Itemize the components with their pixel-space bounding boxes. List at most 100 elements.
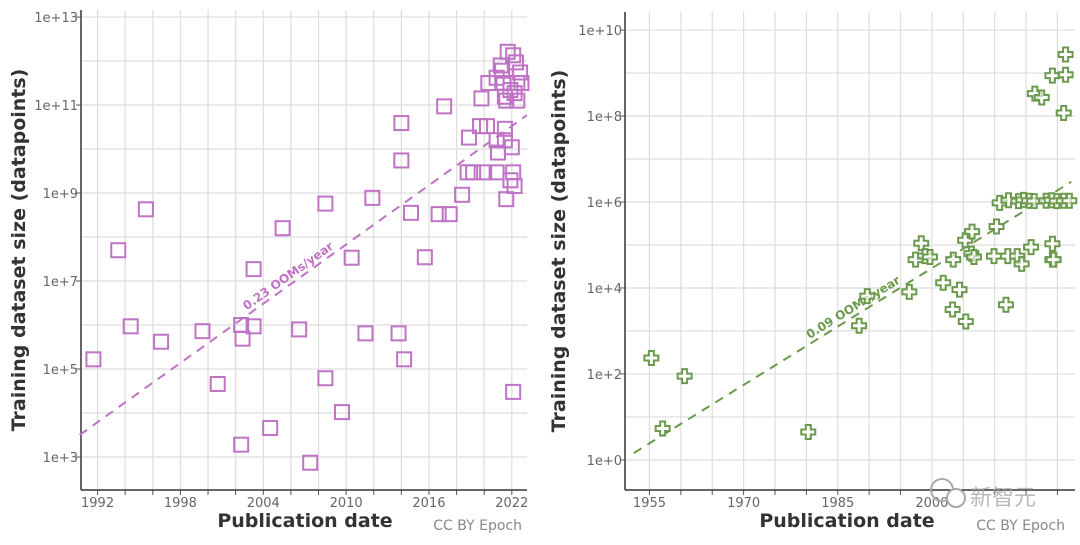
data-point-square (488, 132, 505, 149)
data-point-square (473, 90, 490, 107)
data-point-plus (859, 288, 876, 305)
data-point-plus (922, 249, 939, 266)
right-scatter-chart: 1e+0 1e+2 1e+4 1e+6 1e+8 1e+10 1955 1970 1985 200… (548, 12, 1078, 534)
data-point-square (110, 242, 127, 259)
data-point-plus (1026, 193, 1043, 210)
data-point-plus (1033, 89, 1050, 106)
y-tick-label: 1e+2 (587, 368, 622, 383)
data-point-square (496, 120, 513, 137)
data-point-square (496, 88, 513, 105)
data-point-square (262, 419, 279, 436)
data-point-square (194, 323, 211, 340)
data-point-square (403, 204, 420, 221)
left-scatter-chart: 1e+3 1e+5 1e+7 1e+9 1e+11 1e+13 1992 1998 2004 20… (8, 10, 530, 534)
data-point-square (393, 152, 410, 169)
data-point-square (245, 261, 262, 278)
x-tick-label: 2004 (247, 496, 280, 511)
data-point-square (233, 436, 250, 453)
data-point-square (459, 164, 476, 181)
data-point-square (505, 383, 522, 400)
data-point-plus (986, 248, 1003, 265)
data-point-square (436, 98, 453, 115)
data-point-square (416, 249, 433, 266)
data-point-plus (1044, 235, 1061, 252)
data-point-square (85, 351, 102, 368)
data-point-plus (800, 423, 817, 440)
y-tick-label: 1e+3 (43, 451, 78, 466)
data-point-square (245, 318, 262, 335)
data-point-square (492, 57, 509, 74)
y-tick-label: 1e+8 (587, 110, 622, 125)
data-point-plus (997, 296, 1014, 313)
data-point-square (465, 164, 482, 181)
data-point-square (499, 43, 516, 60)
x-tick-label: 1985 (821, 496, 854, 511)
wechat-icon-bubble (946, 488, 966, 508)
x-tick-label: 2022 (495, 496, 528, 511)
data-point-plus (851, 317, 868, 334)
data-point-square (502, 172, 519, 189)
y-tick-label: 1e+7 (43, 275, 78, 290)
data-point-square (430, 206, 447, 223)
data-point-plus (643, 350, 660, 367)
data-point-square (122, 318, 139, 335)
trend-line (79, 114, 528, 436)
data-point-plus (964, 223, 981, 240)
data-point-square (512, 64, 529, 81)
data-point-plus (1057, 66, 1074, 83)
data-point-square (498, 92, 515, 109)
data-point-square (137, 201, 154, 218)
data-point-plus (944, 301, 961, 318)
data-point-square (317, 195, 334, 212)
y-tick-label: 1e+9 (43, 187, 78, 202)
y-tick-label: 1e+6 (587, 196, 622, 211)
data-point-square (302, 454, 319, 471)
data-point-square (209, 375, 226, 392)
data-point-plus (965, 249, 982, 266)
data-point-square (454, 186, 471, 203)
data-point-square (291, 321, 308, 338)
x-tick-label: 1955 (633, 496, 666, 511)
credit-label: CC BY Epoch (433, 518, 522, 534)
y-tick-label: 1e+0 (587, 454, 622, 469)
x-tick-label: 1992 (81, 496, 114, 511)
data-point-plus (935, 274, 952, 291)
data-point-plus (1045, 251, 1062, 268)
trend-line (633, 180, 1072, 454)
x-tick-label: 2000 (915, 496, 948, 511)
data-point-plus (951, 281, 968, 298)
y-tick-label: 1e+5 (43, 363, 78, 378)
y-tick-label: 1e+11 (34, 99, 78, 114)
x-tick-label: 1970 (727, 496, 760, 511)
watermark: 新智元 (970, 486, 1036, 511)
data-point-plus (654, 420, 671, 437)
data-point-square (396, 351, 413, 368)
data-point-square (234, 330, 251, 347)
y-axis-title: Training dataset size (datapoints) (548, 70, 570, 433)
data-point-square (476, 164, 493, 181)
x-tick-label: 2016 (412, 496, 445, 511)
data-point-plus (1055, 105, 1072, 122)
data-point-plus (957, 313, 974, 330)
data-point-square (153, 333, 170, 350)
y-tick-label: 1e+10 (578, 24, 622, 39)
data-point-square (509, 92, 526, 109)
y-tick-label: 1e+13 (34, 11, 78, 26)
data-point-plus (1057, 46, 1074, 63)
data-point-square (357, 325, 374, 342)
data-point-square (498, 191, 515, 208)
data-point-square (478, 118, 495, 135)
data-point-square (393, 115, 410, 132)
data-point-plus (1013, 255, 1030, 272)
data-point-plus (1023, 239, 1040, 256)
data-point-square (364, 189, 381, 206)
data-point-plus (945, 251, 962, 268)
y-tick-label: 1e+4 (587, 282, 622, 297)
x-axis-title: Publication date (217, 510, 392, 532)
x-axis-title: Publication date (759, 510, 934, 532)
credit-label: CC BY Epoch (976, 518, 1065, 534)
data-point-square (506, 177, 523, 194)
x-tick-label: 2010 (330, 496, 363, 511)
data-point-square (494, 62, 511, 79)
data-point-square (461, 129, 478, 146)
